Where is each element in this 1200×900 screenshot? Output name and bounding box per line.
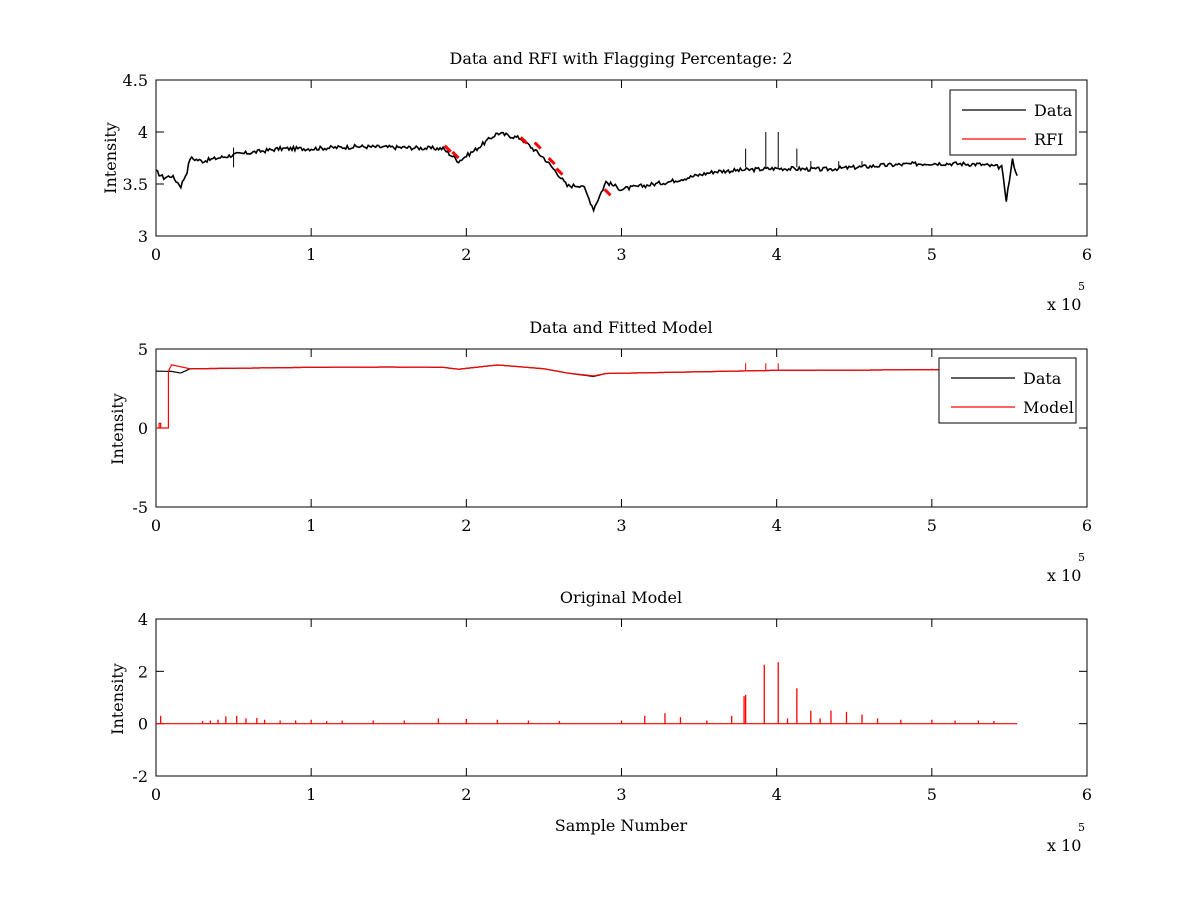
y-tick-label: 0 bbox=[138, 419, 148, 438]
y-tick-label: -5 bbox=[132, 498, 148, 517]
x-tick-label: 5 bbox=[927, 785, 937, 804]
x-tick-label: 4 bbox=[772, 785, 782, 804]
x-tick-label: 1 bbox=[306, 785, 316, 804]
y-axis-label: Intensity bbox=[101, 122, 120, 194]
plot-area bbox=[155, 348, 1088, 508]
legend: Data RFI bbox=[949, 89, 1077, 156]
x-axis-exponent: x 10 bbox=[1047, 566, 1081, 585]
rfi-mark bbox=[555, 167, 564, 176]
x-axis-exponent-power: 5 bbox=[1078, 280, 1085, 293]
rfi-mark bbox=[603, 188, 612, 197]
x-tick-label: 3 bbox=[616, 516, 626, 535]
plot-series-group bbox=[156, 662, 1018, 725]
x-axis-exponent-power: 5 bbox=[1078, 821, 1085, 834]
x-tick-label: 0 bbox=[151, 516, 161, 535]
panel-data-and-rfi: Data and RFI with Flagging Percentage: 2… bbox=[101, 49, 1092, 314]
x-tick-label: 3 bbox=[616, 245, 626, 264]
x-axis-exponent: x 10 bbox=[1047, 295, 1081, 314]
panel-data-and-fitted-model: Data and Fitted Model Intensity x 10 5 0… bbox=[108, 318, 1092, 585]
y-tick-label: 4.5 bbox=[123, 71, 148, 90]
y-tick-label: 2 bbox=[138, 662, 148, 681]
legend-label: Data bbox=[1034, 101, 1073, 120]
x-tick-label: 2 bbox=[461, 516, 471, 535]
x-tick-label: 1 bbox=[306, 516, 316, 535]
y-tick-label: 5 bbox=[138, 340, 148, 359]
rfi-mark bbox=[443, 144, 452, 153]
y-axis-label: Intensity bbox=[108, 663, 127, 735]
x-tick-label: 4 bbox=[772, 245, 782, 264]
plot-area bbox=[155, 79, 1088, 237]
y-axis-label: Intensity bbox=[108, 393, 127, 465]
x-tick-label: 6 bbox=[1082, 245, 1092, 264]
chart-title: Data and Fitted Model bbox=[529, 318, 712, 337]
rfi-mark bbox=[547, 157, 556, 166]
plot-area bbox=[155, 618, 1088, 777]
x-tick-label: 3 bbox=[616, 785, 626, 804]
x-tick-label: 6 bbox=[1082, 516, 1092, 535]
x-tick-label: 6 bbox=[1082, 785, 1092, 804]
legend: Data Model bbox=[938, 357, 1077, 424]
x-tick-label: 1 bbox=[306, 245, 316, 264]
plot-series-group bbox=[156, 363, 1018, 429]
rfi-mark bbox=[533, 141, 542, 150]
legend-label: Data bbox=[1023, 369, 1062, 388]
rfi-mark bbox=[519, 136, 528, 145]
panel-original-model: Original Model Intensity Sample Number x… bbox=[108, 588, 1092, 855]
y-tick-label: 0 bbox=[138, 715, 148, 734]
legend-label: RFI bbox=[1034, 130, 1063, 149]
y-tick-label: 4 bbox=[138, 610, 148, 629]
series-line-model bbox=[156, 364, 1018, 429]
x-tick-label: 5 bbox=[927, 516, 937, 535]
x-tick-label: 0 bbox=[151, 785, 161, 804]
chart-title: Original Model bbox=[560, 588, 682, 607]
x-tick-label: 2 bbox=[461, 785, 471, 804]
legend-label: Model bbox=[1023, 398, 1074, 417]
legend-box bbox=[949, 89, 1077, 156]
x-tick-label: 4 bbox=[772, 516, 782, 535]
x-tick-label: 5 bbox=[927, 245, 937, 264]
series-line-data bbox=[156, 131, 1018, 214]
rfi-mark bbox=[451, 150, 460, 159]
legend-box bbox=[938, 357, 1077, 424]
y-tick-label: 3 bbox=[138, 227, 148, 246]
x-axis-label: Sample Number bbox=[555, 816, 688, 835]
chart-title: Data and RFI with Flagging Percentage: 2 bbox=[449, 49, 792, 68]
y-tick-label: -2 bbox=[132, 767, 148, 786]
y-tick-label: 4 bbox=[138, 123, 148, 142]
x-axis-exponent-power: 5 bbox=[1078, 551, 1085, 564]
plot-series-group bbox=[156, 131, 1018, 214]
x-axis-exponent: x 10 bbox=[1047, 836, 1081, 855]
x-tick-label: 0 bbox=[151, 245, 161, 264]
x-tick-label: 2 bbox=[461, 245, 471, 264]
y-tick-label: 3.5 bbox=[123, 175, 148, 194]
